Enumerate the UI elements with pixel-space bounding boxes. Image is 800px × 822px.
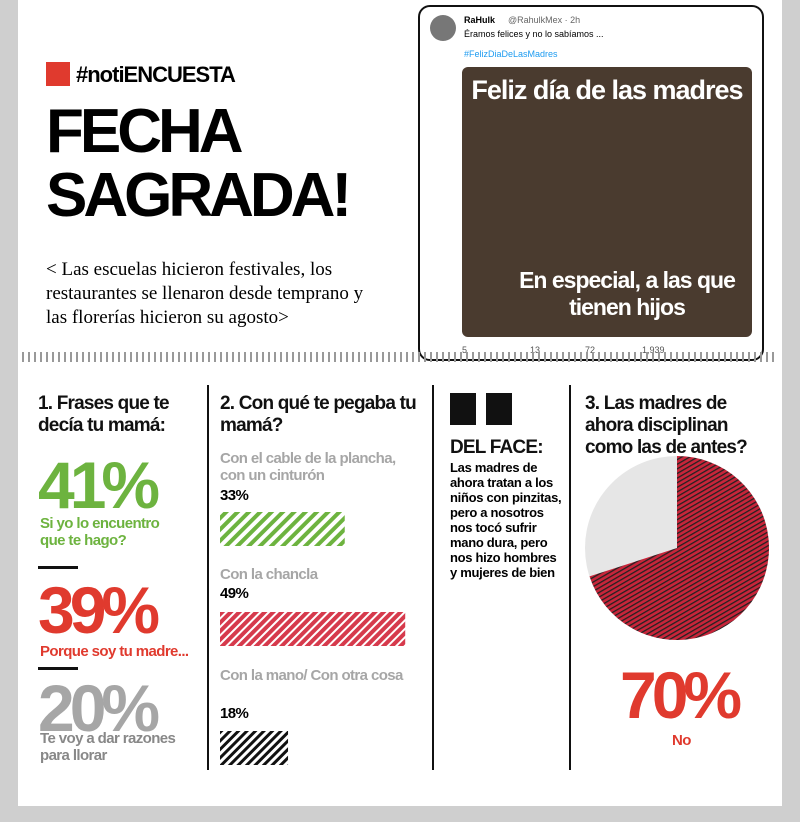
section1-title: 1. Frases que te decía tu mamá: bbox=[38, 393, 170, 436]
bar bbox=[220, 512, 345, 546]
tweet-hashtag: #FelizDiaDeLasMadres bbox=[464, 49, 558, 59]
percent: 70% bbox=[620, 658, 742, 732]
option-percent: 18% bbox=[220, 705, 249, 722]
image-bottom: En especial, a las que tienen hijos bbox=[519, 267, 736, 320]
column-rule bbox=[569, 385, 571, 770]
option: Con la chancla bbox=[220, 566, 318, 583]
phrase: Si yo lo encuentro que te hago? bbox=[40, 515, 160, 549]
option: Con la mano/ Con otra cosa bbox=[220, 667, 403, 684]
intro: < Las escuelas hicieron festivales, los … bbox=[46, 259, 364, 328]
percent: 39% bbox=[38, 573, 160, 647]
title: FECHA SAGRADA! bbox=[46, 97, 352, 230]
tag-icon bbox=[46, 62, 70, 86]
retweets: 13 bbox=[530, 345, 541, 355]
replies: 5 bbox=[462, 345, 468, 355]
percent: 20% bbox=[38, 671, 160, 745]
quote-mark bbox=[450, 393, 476, 425]
divider bbox=[22, 352, 778, 362]
quote-title: DEL FACE: bbox=[450, 437, 544, 458]
quote-mark bbox=[486, 393, 512, 425]
quote-text: Las madres de ahora tratan a los niños c… bbox=[450, 460, 562, 580]
option-percent: 49% bbox=[220, 585, 249, 602]
answer: No bbox=[672, 732, 691, 749]
tweet-handle: @RahulkMex · 2h bbox=[508, 15, 581, 25]
tag: #notiENCUESTA bbox=[76, 62, 236, 87]
bar bbox=[220, 612, 406, 646]
bar bbox=[220, 731, 289, 765]
avatar bbox=[430, 15, 456, 41]
column-rule bbox=[207, 385, 209, 770]
percent: 41% bbox=[38, 448, 160, 522]
pie-slice bbox=[589, 456, 770, 641]
rule bbox=[38, 667, 78, 670]
section3-title: 3. Las madres de ahora disciplinan como … bbox=[585, 393, 748, 458]
option-percent: 33% bbox=[220, 487, 249, 504]
section2-title: 2. Con qué te pegaba tu mamá? bbox=[220, 393, 417, 436]
image-top: Feliz día de las madres bbox=[471, 75, 743, 105]
tweet-user: RaHulk bbox=[464, 15, 496, 25]
tweet-text: Éramos felices y no lo sabíamos ... bbox=[464, 29, 604, 39]
views: 1,939 bbox=[642, 345, 665, 355]
tweet-card: RaHulk @RahulkMex · 2h Éramos felices y … bbox=[418, 5, 764, 361]
likes: 72 bbox=[585, 345, 596, 355]
option: Con el cable de la plancha, con un cintu… bbox=[220, 450, 396, 484]
rule bbox=[38, 566, 78, 569]
phrase: Porque soy tu madre... bbox=[40, 643, 189, 660]
column-rule bbox=[432, 385, 434, 770]
phrase: Te voy a dar razones para llorar bbox=[40, 730, 176, 764]
tweet-image: Feliz día de las madres En especial, a l… bbox=[462, 67, 752, 337]
